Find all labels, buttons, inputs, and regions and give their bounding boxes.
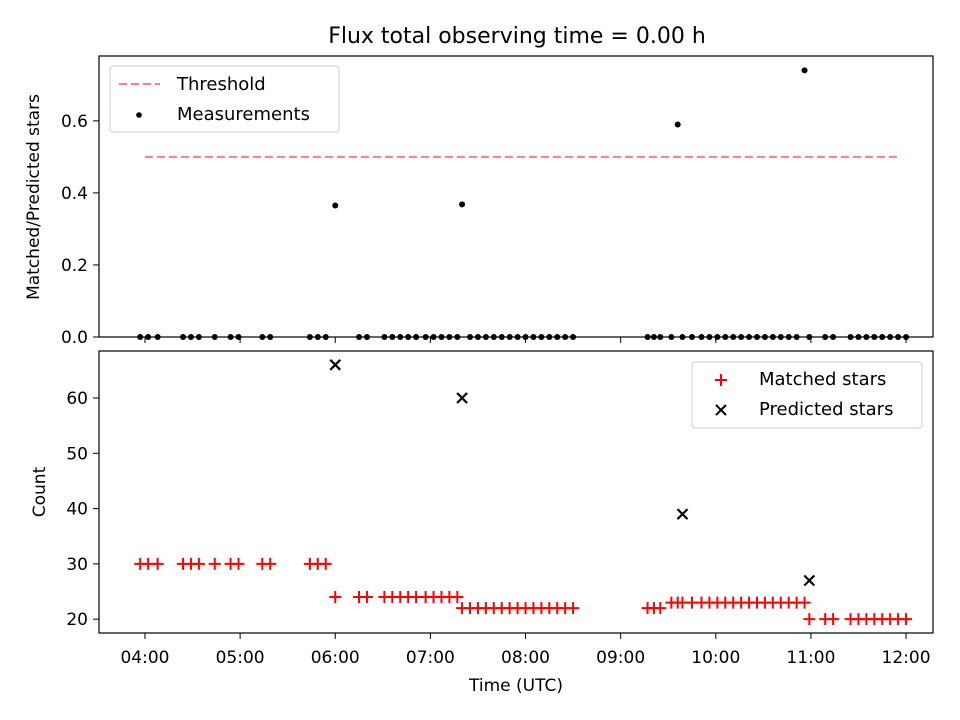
measurements-legend-label: Measurements: [177, 104, 310, 125]
count-y-tick-label: 30: [66, 555, 88, 575]
matched-star-point: [803, 613, 816, 626]
x-tick-label: 12:00: [882, 648, 931, 668]
count-y-axis-label: Count: [30, 466, 50, 517]
ratio-panel: 0.0 0.2 0.4 0.6 Matched/Predicted stars Thr…: [24, 55, 934, 348]
ratio-y-tick-label: 0.2: [61, 256, 88, 276]
measurement-point: [674, 121, 681, 128]
count-y-tick-label: 60: [66, 389, 88, 409]
count-legend: Matched stars Predicted stars: [691, 361, 923, 429]
matched-star-point: [208, 557, 221, 570]
count-panel: 20 30 40 50 60 04:00 05:00 06:00 07:00 08:00 09:0…: [30, 350, 934, 696]
matched-legend-marker: [715, 374, 727, 386]
x-tick-label: 10:00: [691, 648, 740, 668]
matched-star-point: [900, 613, 913, 626]
count-y-tick-label: 20: [66, 610, 88, 630]
matched-star-point: [827, 613, 840, 626]
measurement-point: [801, 67, 808, 74]
matched-star-point: [451, 591, 464, 604]
ratio-panel-frame: [98, 55, 934, 338]
ratio-y-tick-label: 0.0: [61, 328, 88, 348]
x-tick-label: 07:00: [406, 648, 455, 668]
measurement-point: [459, 201, 466, 208]
measurement-point: [332, 202, 339, 209]
matched-star-point: [567, 602, 580, 615]
count-y-tick-label: 40: [66, 500, 88, 520]
x-tick-label: 05:00: [216, 648, 265, 668]
matched-star-point: [232, 557, 245, 570]
ratio-y-axis-label: Matched/Predicted stars: [24, 94, 44, 300]
x-tick-label: 06:00: [311, 648, 360, 668]
ratio-y-tick-label: 0.4: [61, 184, 88, 204]
ratio-legend: Threshold Measurements: [109, 65, 340, 133]
matched-star-point: [319, 557, 332, 570]
x-tick-label: 09:00: [596, 648, 645, 668]
matched-legend-label: Matched stars: [759, 369, 886, 390]
x-axis-label: Time (UTC): [468, 676, 563, 696]
matched-star-point: [264, 557, 277, 570]
count-legend-box: [691, 361, 923, 429]
threshold-legend-label: Threshold: [176, 74, 266, 95]
predicted-star-point: [803, 574, 816, 587]
matched-star-point: [329, 591, 342, 604]
x-tick-label: 08:00: [501, 648, 550, 668]
predicted-star-point: [456, 392, 468, 404]
matched-star-point: [654, 602, 667, 615]
matched-star-point: [360, 591, 373, 604]
predicted-star-point: [676, 508, 689, 520]
ratio-legend-box: [109, 65, 340, 133]
predicted-star-point: [329, 359, 342, 371]
matched-star-point: [151, 557, 164, 570]
predicted-legend-marker: [715, 404, 727, 416]
count-y-tick-label: 50: [66, 444, 88, 464]
matched-star-point: [192, 557, 205, 570]
matched-star-point: [798, 596, 811, 609]
measurements-legend-marker: [136, 112, 142, 118]
count-panel-frame: [98, 350, 934, 634]
predicted-legend-label: Predicted stars: [759, 399, 893, 420]
x-tick-label: 04:00: [120, 648, 169, 668]
x-tick-label: 11:00: [786, 648, 835, 668]
chart-title: Flux total observing time = 0.00 h: [328, 24, 706, 49]
ratio-y-tick-label: 0.6: [61, 112, 88, 132]
